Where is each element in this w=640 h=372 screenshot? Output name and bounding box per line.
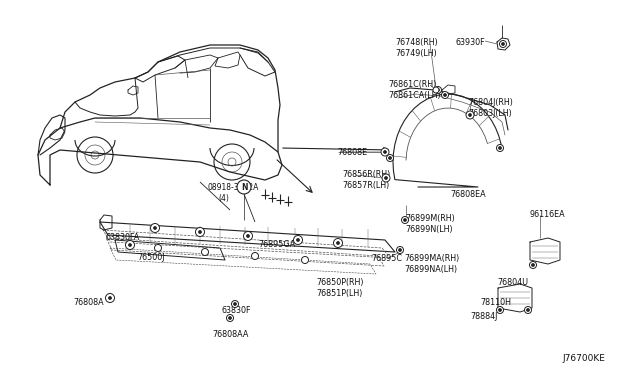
- Circle shape: [401, 217, 408, 224]
- Circle shape: [399, 248, 401, 251]
- Text: 76861C(RH): 76861C(RH): [388, 80, 436, 89]
- Circle shape: [301, 257, 308, 263]
- Circle shape: [497, 307, 504, 314]
- Circle shape: [444, 93, 447, 96]
- Circle shape: [382, 174, 390, 182]
- Circle shape: [227, 314, 234, 321]
- Circle shape: [252, 253, 259, 260]
- Circle shape: [433, 87, 439, 93]
- Circle shape: [499, 308, 502, 311]
- Text: 63830FA: 63830FA: [105, 233, 140, 242]
- Circle shape: [403, 218, 406, 221]
- Circle shape: [442, 92, 449, 99]
- Text: 76899N(LH): 76899N(LH): [405, 225, 452, 234]
- Circle shape: [381, 148, 389, 156]
- Text: 76804J(RH): 76804J(RH): [468, 98, 513, 107]
- Circle shape: [296, 238, 300, 241]
- Circle shape: [125, 241, 134, 250]
- Circle shape: [531, 263, 534, 266]
- Circle shape: [466, 111, 474, 119]
- Circle shape: [499, 147, 502, 150]
- Text: 78110H: 78110H: [480, 298, 511, 307]
- Circle shape: [150, 224, 159, 232]
- Text: 76808A: 76808A: [73, 298, 104, 307]
- Circle shape: [435, 87, 442, 93]
- Circle shape: [154, 244, 161, 251]
- Text: (4): (4): [218, 194, 229, 203]
- Circle shape: [237, 180, 251, 194]
- Circle shape: [468, 113, 472, 116]
- Circle shape: [202, 248, 209, 256]
- Circle shape: [129, 244, 131, 247]
- Text: 76895GA: 76895GA: [258, 240, 295, 249]
- Circle shape: [527, 308, 529, 311]
- Circle shape: [232, 301, 239, 308]
- Circle shape: [388, 157, 392, 160]
- Circle shape: [337, 241, 339, 244]
- Circle shape: [383, 151, 387, 154]
- Circle shape: [387, 154, 394, 161]
- Circle shape: [106, 294, 115, 302]
- Text: 63830F: 63830F: [222, 306, 252, 315]
- Circle shape: [198, 231, 202, 234]
- Text: 96116EA: 96116EA: [530, 210, 566, 219]
- Circle shape: [436, 89, 440, 92]
- Text: 76808E: 76808E: [337, 148, 367, 157]
- Circle shape: [109, 296, 111, 299]
- Text: 76804U: 76804U: [497, 278, 528, 287]
- Circle shape: [195, 228, 205, 237]
- Text: 76803J(LH): 76803J(LH): [468, 109, 512, 118]
- Circle shape: [502, 42, 504, 45]
- Circle shape: [294, 235, 303, 244]
- Circle shape: [497, 144, 504, 151]
- Text: 76850P(RH): 76850P(RH): [316, 278, 364, 287]
- Text: 76808AA: 76808AA: [212, 330, 248, 339]
- Text: N: N: [241, 183, 247, 192]
- Circle shape: [246, 234, 250, 237]
- Text: 76899MA(RH): 76899MA(RH): [404, 254, 460, 263]
- Text: 76899NA(LH): 76899NA(LH): [404, 265, 457, 274]
- Text: J76700KE: J76700KE: [562, 354, 605, 363]
- Text: 76748(RH): 76748(RH): [395, 38, 438, 47]
- Text: 76857R(LH): 76857R(LH): [342, 181, 389, 190]
- Circle shape: [243, 231, 253, 241]
- Text: 76851P(LH): 76851P(LH): [316, 289, 362, 298]
- Text: 76895C: 76895C: [371, 254, 402, 263]
- Text: 78884J: 78884J: [470, 312, 497, 321]
- Circle shape: [228, 317, 232, 320]
- Circle shape: [154, 227, 157, 230]
- Text: 76749(LH): 76749(LH): [395, 49, 436, 58]
- Circle shape: [529, 262, 536, 269]
- Circle shape: [385, 176, 387, 180]
- Circle shape: [499, 41, 506, 48]
- Circle shape: [234, 302, 237, 305]
- Text: 76899M(RH): 76899M(RH): [405, 214, 455, 223]
- Text: 76500J: 76500J: [137, 253, 164, 262]
- Circle shape: [397, 247, 403, 253]
- Circle shape: [525, 307, 531, 314]
- Text: 76861CA(LH): 76861CA(LH): [388, 91, 440, 100]
- Circle shape: [333, 238, 342, 247]
- Text: 63930F: 63930F: [455, 38, 484, 47]
- Text: 76808EA: 76808EA: [450, 190, 486, 199]
- Text: 08918-3062A: 08918-3062A: [207, 183, 259, 192]
- Text: 76856R(RH): 76856R(RH): [342, 170, 390, 179]
